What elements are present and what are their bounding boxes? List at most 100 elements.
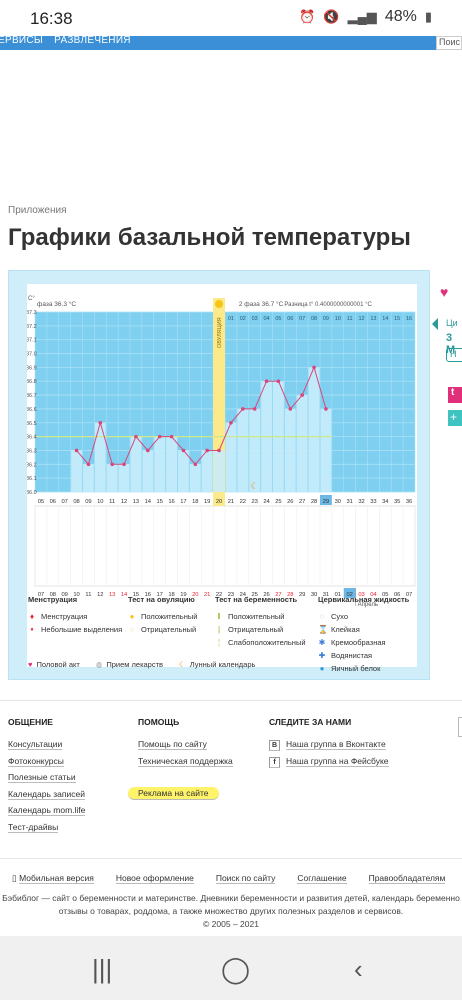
system-navbar: ||| ◯ ‹: [0, 936, 462, 1000]
footer-col-title: ПОМОЩЬ: [138, 717, 180, 727]
temperature-point: [157, 434, 162, 439]
footer-link-testdrives[interactable]: Тест-драйвы: [8, 821, 59, 833]
sticky-icon: ⌛: [318, 625, 328, 634]
date-label: 29: [299, 592, 305, 598]
heart-icon: ♥: [28, 660, 33, 669]
date-label: 27: [275, 592, 281, 598]
temperature-bar: [94, 422, 106, 492]
temperature-point: [300, 393, 304, 397]
nav-item-services[interactable]: ЕРВИСЫ: [0, 35, 44, 46]
temperature-point: [74, 448, 79, 453]
phase1-label: фаза 36.3 °C: [37, 300, 76, 308]
home-icon[interactable]: ◯: [221, 954, 251, 984]
temperature-point: [217, 448, 221, 453]
y-axis-unit: C°: [28, 296, 35, 302]
legend-item: Небольшие выделения: [41, 625, 123, 634]
heart-icon[interactable]: ♥: [440, 284, 449, 300]
y-tick-label: 36.7: [27, 393, 37, 399]
mute-icon: 🔇: [323, 9, 340, 24]
footer-link-mobile[interactable]: ▯ Мобильная версия: [12, 873, 94, 884]
side-plus-button[interactable]: +: [448, 410, 462, 426]
date-label: 31: [323, 592, 329, 598]
temperature-point: [229, 420, 233, 425]
footer-link-help[interactable]: Помощь по сайту: [138, 739, 207, 750]
phase2-label: 2 фаза 36.7 °C: [239, 300, 284, 308]
date-label: 24: [240, 592, 247, 598]
cycle-day-label: 34: [382, 499, 389, 505]
temperature-point: [252, 407, 257, 411]
moon-icon: ☾: [179, 660, 186, 669]
back-icon[interactable]: ‹: [354, 954, 363, 984]
circle-icon: ○: [129, 625, 135, 634]
footer-col-help: ПОМОЩЬ Помощь по сайту Техническая подде…: [128, 717, 233, 805]
legend-item: Водянистая: [331, 651, 373, 660]
footer-link-support[interactable]: Техническая поддержка: [138, 755, 233, 767]
date-label: 12: [97, 592, 103, 598]
recents-icon[interactable]: |||: [92, 954, 113, 984]
footer-link-momlife[interactable]: Календарь mom.life: [8, 805, 86, 816]
divider: [0, 700, 462, 701]
legend-item: Лунный календарь: [189, 660, 256, 669]
date-label: 22: [216, 592, 222, 598]
small-drop-icon: ♦: [30, 626, 34, 633]
cycle-day-label: 18: [192, 499, 198, 505]
creamy-icon: ✱: [318, 638, 326, 647]
temperature-point: [122, 462, 126, 467]
footer-link-agreement[interactable]: Соглашение: [297, 873, 347, 884]
footer-link-advertising[interactable]: Реклама на сайте: [128, 787, 233, 805]
chart-panel: ОВУЛЯЦИЯ C° 37.3 37.2 37.1 37.0 36.9 36.8 36.7 36…: [27, 284, 417, 667]
legend-item: Клейкая: [331, 625, 360, 634]
top-day-label: 03: [252, 316, 258, 322]
cycle-day-label: 16: [168, 499, 174, 505]
nav-item-entertainment[interactable]: РАЗВЛЕЧЕНИЯ: [54, 35, 131, 46]
date-label: 10: [73, 592, 79, 598]
breadcrumb[interactable]: Приложения: [8, 205, 67, 216]
temperature-point: [288, 407, 293, 411]
cycle-day-label: 08: [73, 499, 79, 505]
date-label: 16: [145, 592, 151, 598]
date-label: 20: [192, 592, 198, 598]
cycle-day-label: 13: [133, 499, 139, 505]
facebook-icon: f: [269, 756, 280, 768]
footer-link-new-design[interactable]: Новое оформление: [115, 873, 194, 884]
top-day-label: 13: [370, 316, 376, 322]
temperature-point: [98, 420, 103, 425]
temperature-bar: [225, 422, 237, 492]
footer-link-calendar[interactable]: Календарь записей: [8, 788, 85, 800]
ovulation-label: ОВУЛЯЦИЯ: [217, 317, 223, 348]
temperature-point: [86, 462, 91, 467]
temperature-point: [241, 407, 245, 411]
legend-item: Кремообразная: [331, 638, 386, 647]
signal-icon: ▂▄▆: [347, 9, 377, 24]
footer-link-copyright[interactable]: Правообладателям: [368, 873, 446, 884]
footer-col-social: СЛЕДИТЕ ЗА НАМИ B Наша группа в Вконтакте…: [269, 717, 389, 772]
date-label: 07: [406, 592, 412, 598]
faint-line-icon: ¦: [217, 638, 221, 647]
bbt-chart: ОВУЛЯЦИЯ C° 37.3 37.2 37.1 37.0 36.9 36.8 36.7 36…: [27, 296, 416, 608]
temperature-bar: [154, 436, 166, 492]
side-button[interactable]: Н: [446, 348, 462, 362]
footer-link-consultations[interactable]: Консультации: [8, 739, 63, 750]
legend-item: Яичный белок: [331, 664, 381, 673]
cycle-day-label: 20: [216, 499, 222, 505]
footer-link-search[interactable]: Поиск по сайту: [215, 873, 276, 884]
search-input[interactable]: Поис: [436, 36, 462, 50]
cycle-day-label: 33: [370, 499, 376, 505]
about-line-1: Бэбиблог — сайт о беременности и материн…: [2, 893, 460, 903]
y-tick-label: 36.6: [27, 407, 37, 413]
date-label: 03: [358, 592, 364, 598]
y-tick-label: 36.1: [27, 476, 37, 482]
footer-link-facebook[interactable]: f Наша группа на Фейсбуке: [269, 755, 389, 773]
date-label: 23: [228, 592, 234, 598]
cycle-day-label: 27: [299, 499, 305, 505]
diff-label: Разница t° 0.4000000000001 °C: [284, 302, 372, 308]
date-label: 25: [251, 592, 257, 598]
side-share-button[interactable]: t: [448, 387, 462, 403]
footer-link-articles[interactable]: Полезные статьи: [8, 772, 76, 783]
footer-link-vk[interactable]: B Наша группа в Вконтакте: [269, 739, 389, 756]
battery-icon: ▮: [424, 9, 432, 24]
side-widget: ♥ Ци 3 М Н t +: [430, 280, 462, 460]
temperature-bar: [83, 464, 94, 492]
y-tick-label: 37.2: [27, 324, 37, 330]
footer-link-photocontests[interactable]: Фотоконкурсы: [8, 755, 64, 767]
